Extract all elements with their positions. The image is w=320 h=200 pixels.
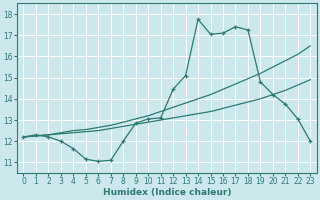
X-axis label: Humidex (Indice chaleur): Humidex (Indice chaleur) (103, 188, 231, 197)
